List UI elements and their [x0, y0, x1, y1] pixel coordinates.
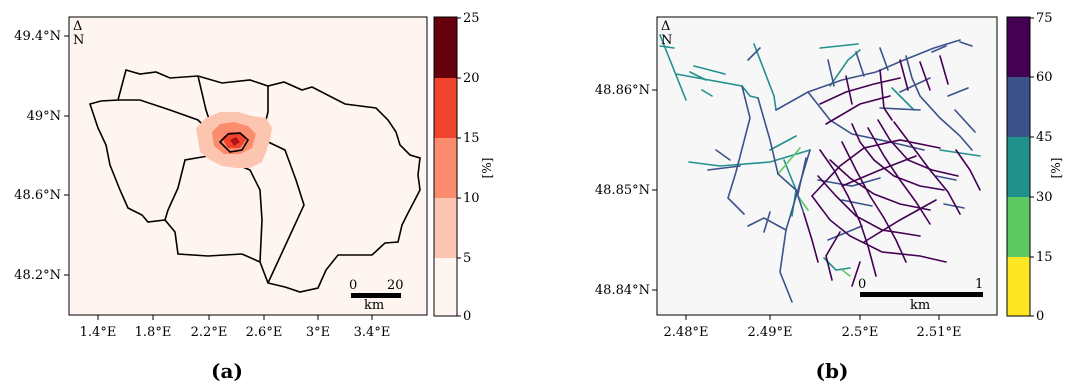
- panel-a-cbar-tick-3: 15: [463, 131, 480, 146]
- panel-b: Δ N 0 1 km 2.48°E 2.49°E 2.5°E 2.51°E 48…: [595, 11, 1063, 383]
- panel-b-cbar-tick-3: 45: [1036, 130, 1053, 145]
- panel-b-colorbar-bin-0: [1007, 257, 1030, 316]
- panel-a-cbar-tick-5: 25: [463, 11, 480, 26]
- panel-a-cbar-tick-4: 20: [463, 71, 480, 86]
- panel-b-xtick-3: 2.51°E: [917, 325, 962, 340]
- panel-a-colorbar-bin-1: [434, 198, 457, 258]
- panel-b-ytick-2: 48.84°N: [595, 283, 650, 298]
- panel-b-cbar-tick-4: 60: [1036, 70, 1053, 85]
- panel-b-scalebar-unit: km: [910, 298, 930, 313]
- panel-a-xtick-3: 2.6°E: [246, 325, 283, 340]
- dept-boundary-south: [237, 164, 263, 263]
- panel-a-boundaries: [88, 69, 421, 293]
- panel-b-cbar-tick-2: 30: [1036, 190, 1053, 205]
- panel-a-xtick-4: 3°E: [306, 325, 330, 340]
- panel-a-heatmap: [196, 112, 272, 168]
- panel-a-ytick-0: 49.4°N: [14, 29, 61, 44]
- panel-b-caption: (b): [816, 359, 849, 383]
- panel-a-colorbar-bin-4: [434, 17, 457, 78]
- panel-b-cbar-tick-0: 0: [1036, 309, 1044, 324]
- panel-b-map-frame: [656, 16, 998, 316]
- panel-a-colorbar: 0 5 10 15 20 25 [%]: [433, 11, 494, 324]
- panel-a-north-arrow-label: N: [73, 33, 84, 48]
- panel-a-scalebar: [351, 293, 401, 298]
- heat-zone-20-25: [230, 137, 240, 146]
- panel-a-ytick-1: 49°N: [27, 109, 61, 124]
- panel-a-xtick-5: 3.4°E: [354, 325, 391, 340]
- panel-b-xtick-2: 2.5°E: [842, 325, 879, 340]
- panel-b-cbar-tick-1: 15: [1036, 250, 1053, 265]
- panel-a-cbar-tick-0: 0: [463, 309, 471, 324]
- panel-a-colorbar-bin-3: [434, 78, 457, 138]
- panel-a-scalebar-start: 0: [349, 278, 357, 293]
- region-outer-boundary: [88, 69, 421, 293]
- panel-b-colorbar-bin-1: [1007, 197, 1030, 257]
- panel-a: Δ N 0 20 km 1.4°E 1.8°E 2.2°E 2.6°E 3°E …: [14, 11, 494, 383]
- panel-a-cbar-tick-2: 10: [463, 191, 480, 206]
- dept-boundary-east: [263, 139, 305, 284]
- panel-b-north-arrow-label: N: [661, 33, 672, 48]
- dept-boundary-south-west: [164, 155, 209, 221]
- paris-boundary: [218, 132, 250, 153]
- panel-a-caption: (a): [211, 359, 243, 383]
- panel-b-scalebar-start: 0: [858, 277, 866, 292]
- panel-b-cbar-tick-5: 75: [1036, 11, 1053, 26]
- panel-a-scalebar-end: 20: [387, 278, 404, 293]
- panel-b-colorbar-label: [%]: [1049, 158, 1063, 179]
- panel-b-scalebar: [860, 292, 983, 297]
- panel-b-tick-marks: [652, 89, 940, 320]
- panel-a-colorbar-label: [%]: [480, 158, 494, 179]
- panel-b-ytick-1: 48.85°N: [595, 183, 650, 198]
- panel-a-ytick-3: 48.2°N: [14, 268, 61, 283]
- panel-b-colorbar: 0 15 30 45 60 75 [%]: [1006, 11, 1063, 324]
- panel-b-scalebar-end: 1: [975, 277, 983, 292]
- panel-b-street-network: [659, 34, 981, 303]
- panel-a-xtick-1: 1.8°E: [135, 325, 172, 340]
- panel-a-scalebar-unit: km: [364, 298, 384, 313]
- panel-a-ytick-2: 48.6°N: [14, 188, 61, 203]
- panel-a-cbar-tick-1: 5: [463, 251, 471, 266]
- panel-a-xtick-2: 2.2°E: [191, 325, 228, 340]
- panel-b-colorbar-bin-4: [1007, 17, 1030, 77]
- panel-b-xtick-0: 2.48°E: [664, 325, 709, 340]
- panel-a-tick-marks: [64, 35, 373, 320]
- panel-b-ytick-0: 48.86°N: [595, 83, 650, 98]
- panel-a-colorbar-bin-2: [434, 138, 457, 198]
- panel-b-north-arrow-symbol: Δ: [661, 19, 670, 34]
- panel-b-colorbar-bin-3: [1007, 77, 1030, 137]
- panel-b-xtick-1: 2.49°E: [748, 325, 793, 340]
- panel-b-colorbar-bin-2: [1007, 137, 1030, 197]
- panel-a-north-arrow-symbol: Δ: [73, 19, 82, 34]
- panel-a-colorbar-bin-0: [434, 258, 457, 316]
- panel-a-xtick-0: 1.4°E: [80, 325, 117, 340]
